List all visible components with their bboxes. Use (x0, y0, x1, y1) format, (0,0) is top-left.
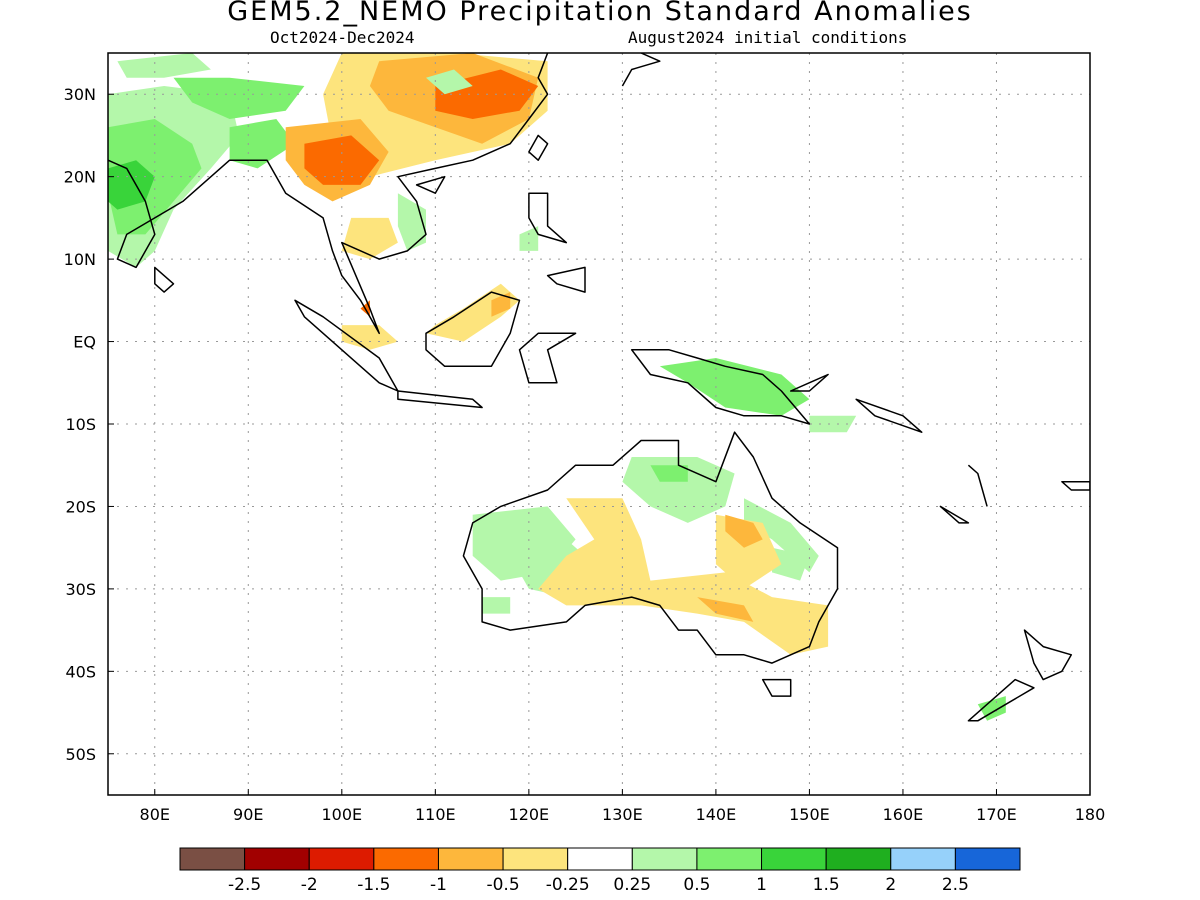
sri-lanka (154, 266, 175, 293)
colorbar-label: -1.5 (357, 875, 390, 895)
colorbar-swatch (179, 847, 246, 871)
fiji (1061, 480, 1090, 491)
colorbar-swatch (825, 847, 892, 871)
java (397, 390, 483, 409)
lon-tick-label: 90E (233, 805, 263, 824)
new-guinea (630, 349, 811, 425)
new-zealand-north (1023, 629, 1073, 681)
latitude-axis: 30N 20N 10N EQ 10S 20S 30S 40S 50S (64, 85, 114, 764)
colorbar-swatch (954, 847, 1021, 871)
philippines-wet (519, 226, 539, 251)
lon-tick-label: 160E (883, 805, 924, 824)
colorbar-label: 0.25 (613, 875, 651, 895)
northwest-wet (117, 53, 211, 78)
lon-tick-label: 180 (1075, 805, 1106, 824)
lon-tick-label: 80E (140, 805, 170, 824)
lat-tick-label: 30S (65, 580, 96, 599)
qld-wet (744, 498, 819, 573)
new-caledonia (939, 505, 970, 524)
colorbar-swatch (761, 847, 827, 871)
philippines-luzon (528, 192, 568, 244)
lon-tick-label: 150E (789, 805, 830, 824)
east-dry-core (725, 514, 763, 548)
vanuatu (967, 464, 988, 507)
lon-tick-label: 170E (976, 805, 1017, 824)
colorbar-swatch (567, 847, 633, 871)
colorbar-swatch (437, 847, 504, 871)
solomons (855, 398, 923, 433)
anomaly-fill-layer (108, 53, 1006, 721)
sumatra-dry (341, 325, 398, 350)
lat-tick-label: 50S (65, 745, 96, 764)
sulawesi (518, 332, 577, 384)
asia-mainland-coast (108, 53, 549, 335)
coastlines (108, 53, 1090, 722)
solomons-wet (809, 415, 857, 433)
sumatra (294, 299, 399, 392)
tasmania (761, 678, 792, 697)
lon-tick-label: 100E (321, 805, 362, 824)
colorbar-label: 1 (756, 875, 767, 895)
borneo-dry (426, 283, 520, 342)
colorbar-label: -1 (430, 875, 447, 895)
colorbar-swatch (696, 847, 763, 871)
southwest-wet (482, 597, 511, 614)
lat-tick-label: 20N (64, 168, 96, 187)
colorbar-swatch (502, 847, 569, 871)
lat-tick-label: 40S (65, 662, 96, 681)
colorbar-legend: -2.5 -2 -1.5 -1 -0.5 -0.25 0.25 0.5 1 1.5 2 2.5 (179, 847, 1021, 895)
colorbar-label: 2.5 (942, 875, 969, 895)
colorbar-label: 2 (885, 875, 896, 895)
colorbar-label: 0.5 (683, 875, 710, 895)
tibet-wet (173, 77, 305, 119)
borneo (425, 291, 521, 368)
north-china-wet (426, 69, 473, 95)
colorbar-swatch (244, 847, 310, 871)
australia (462, 431, 839, 664)
bangladesh-wet (229, 119, 295, 169)
longitude-axis: 80E 90E 100E 110E 120E 130E 140E 150E 160E 170E 18… (140, 789, 1106, 824)
thailand-dry (341, 217, 398, 260)
colorbar-label: -0.5 (486, 875, 519, 895)
north-australia-wet (622, 457, 735, 523)
lat-tick-label: 10S (65, 415, 96, 434)
new-zealand-south (967, 678, 1035, 722)
colorbar-swatch (373, 847, 439, 871)
forecast-period: Oct2024-Dec2024 (270, 28, 415, 47)
central-dry (538, 498, 829, 655)
lat-tick-label: 30N (64, 85, 96, 104)
initial-conditions: August2024 initial conditions (628, 28, 908, 47)
south-dry-core (697, 597, 754, 622)
new-britain (789, 373, 829, 392)
lon-tick-label: 120E (509, 805, 550, 824)
colorbar-label: -2.5 (228, 875, 261, 895)
hainan (415, 175, 446, 194)
lat-tick-label: EQ (73, 333, 96, 352)
lon-tick-label: 140E (696, 805, 737, 824)
se-wet (772, 547, 810, 581)
colorbar-label: -2 (301, 875, 318, 895)
colorbar-swatch (890, 847, 956, 871)
newzealand-wet (977, 696, 1006, 721)
newguinea-wet (659, 358, 810, 416)
colorbar-label: 1.5 (813, 875, 840, 895)
borneo-dry-core (491, 292, 511, 317)
colorbar-swatch (308, 847, 375, 871)
lon-tick-label: 130E (602, 805, 643, 824)
philippines-mindanao (546, 266, 586, 293)
gulf-wet (650, 465, 688, 482)
japan-south (621, 53, 661, 87)
burma-dry-core (304, 135, 380, 185)
taiwan (528, 134, 549, 161)
lat-tick-label: 20S (65, 497, 96, 516)
map-title: GEM5.2_NEMO Precipitation Standard Anoma… (227, 0, 973, 27)
colorbar-swatch (631, 847, 698, 871)
colorbar-label: -0.25 (546, 875, 590, 895)
lon-tick-label: 110E (415, 805, 456, 824)
lat-tick-label: 10N (64, 250, 96, 269)
